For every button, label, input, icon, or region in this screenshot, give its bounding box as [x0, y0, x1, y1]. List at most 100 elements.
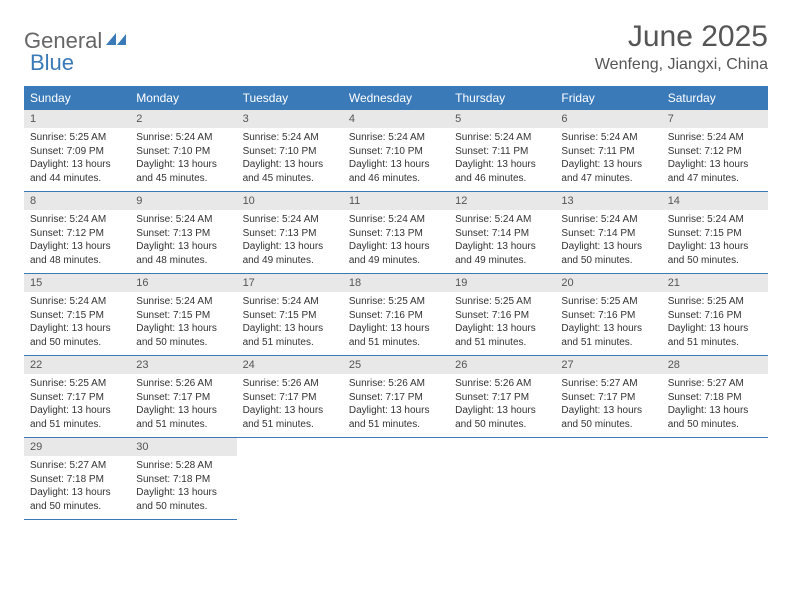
day-content: Sunrise: 5:24 AMSunset: 7:15 PMDaylight:… — [130, 292, 236, 355]
day-cell: 18Sunrise: 5:25 AMSunset: 7:16 PMDayligh… — [343, 274, 449, 356]
day-number: 28 — [662, 356, 768, 374]
day-number: 9 — [130, 192, 236, 210]
logo: General — [24, 20, 130, 54]
day-cell: 15Sunrise: 5:24 AMSunset: 7:15 PMDayligh… — [24, 274, 130, 356]
daylight-line: Daylight: 13 hours and 45 minutes. — [136, 158, 230, 185]
day-cell: 3Sunrise: 5:24 AMSunset: 7:10 PMDaylight… — [237, 110, 343, 192]
logo-blue-line: Blue — [30, 50, 74, 76]
day-cell: 11Sunrise: 5:24 AMSunset: 7:13 PMDayligh… — [343, 192, 449, 274]
sunset-line: Sunset: 7:17 PM — [455, 391, 549, 405]
day-content: Sunrise: 5:25 AMSunset: 7:09 PMDaylight:… — [24, 128, 130, 191]
day-content: Sunrise: 5:24 AMSunset: 7:10 PMDaylight:… — [130, 128, 236, 191]
daylight-line: Daylight: 13 hours and 51 minutes. — [136, 404, 230, 431]
daylight-line: Daylight: 13 hours and 50 minutes. — [668, 240, 762, 267]
sunrise-line: Sunrise: 5:24 AM — [455, 213, 549, 227]
day-number: 29 — [24, 438, 130, 456]
location-text: Wenfeng, Jiangxi, China — [595, 56, 768, 74]
calendar-week-row: 1Sunrise: 5:25 AMSunset: 7:09 PMDaylight… — [24, 110, 768, 192]
sunset-line: Sunset: 7:10 PM — [243, 145, 337, 159]
sunrise-line: Sunrise: 5:24 AM — [243, 213, 337, 227]
day-content: Sunrise: 5:26 AMSunset: 7:17 PMDaylight:… — [237, 374, 343, 437]
day-number: 21 — [662, 274, 768, 292]
day-content: Sunrise: 5:25 AMSunset: 7:16 PMDaylight:… — [555, 292, 661, 355]
weekday-monday: Monday — [130, 86, 236, 110]
day-cell: 21Sunrise: 5:25 AMSunset: 7:16 PMDayligh… — [662, 274, 768, 356]
sunrise-line: Sunrise: 5:24 AM — [30, 213, 124, 227]
day-content: Sunrise: 5:24 AMSunset: 7:13 PMDaylight:… — [130, 210, 236, 273]
sunset-line: Sunset: 7:13 PM — [243, 227, 337, 241]
day-content: Sunrise: 5:24 AMSunset: 7:14 PMDaylight:… — [555, 210, 661, 273]
day-number: 4 — [343, 110, 449, 128]
daylight-line: Daylight: 13 hours and 48 minutes. — [136, 240, 230, 267]
daylight-line: Daylight: 13 hours and 44 minutes. — [30, 158, 124, 185]
day-cell: 29Sunrise: 5:27 AMSunset: 7:18 PMDayligh… — [24, 438, 130, 520]
day-content: Sunrise: 5:24 AMSunset: 7:12 PMDaylight:… — [662, 128, 768, 191]
month-title: June 2025 — [595, 20, 768, 54]
day-number: 30 — [130, 438, 236, 456]
empty-cell — [237, 438, 343, 520]
title-block: June 2025 Wenfeng, Jiangxi, China — [595, 20, 768, 74]
day-number: 27 — [555, 356, 661, 374]
sunrise-line: Sunrise: 5:24 AM — [243, 295, 337, 309]
day-number: 2 — [130, 110, 236, 128]
day-number: 7 — [662, 110, 768, 128]
sunset-line: Sunset: 7:16 PM — [455, 309, 549, 323]
empty-cell — [343, 438, 449, 520]
daylight-line: Daylight: 13 hours and 50 minutes. — [561, 404, 655, 431]
sunrise-line: Sunrise: 5:24 AM — [561, 213, 655, 227]
daylight-line: Daylight: 13 hours and 50 minutes. — [30, 322, 124, 349]
daylight-line: Daylight: 13 hours and 50 minutes. — [561, 240, 655, 267]
day-number: 18 — [343, 274, 449, 292]
day-cell: 17Sunrise: 5:24 AMSunset: 7:15 PMDayligh… — [237, 274, 343, 356]
day-number: 26 — [449, 356, 555, 374]
sunset-line: Sunset: 7:11 PM — [561, 145, 655, 159]
empty-cell — [555, 438, 661, 520]
sunset-line: Sunset: 7:18 PM — [30, 473, 124, 487]
daylight-line: Daylight: 13 hours and 47 minutes. — [561, 158, 655, 185]
sunrise-line: Sunrise: 5:25 AM — [668, 295, 762, 309]
sunset-line: Sunset: 7:18 PM — [668, 391, 762, 405]
weekday-friday: Friday — [555, 86, 661, 110]
calendar-week-row: 8Sunrise: 5:24 AMSunset: 7:12 PMDaylight… — [24, 192, 768, 274]
sunrise-line: Sunrise: 5:24 AM — [30, 295, 124, 309]
daylight-line: Daylight: 13 hours and 50 minutes. — [136, 486, 230, 513]
calendar-table: Sunday Monday Tuesday Wednesday Thursday… — [24, 86, 768, 520]
sunrise-line: Sunrise: 5:26 AM — [243, 377, 337, 391]
sunset-line: Sunset: 7:15 PM — [243, 309, 337, 323]
day-cell: 24Sunrise: 5:26 AMSunset: 7:17 PMDayligh… — [237, 356, 343, 438]
sunrise-line: Sunrise: 5:27 AM — [561, 377, 655, 391]
day-cell: 2Sunrise: 5:24 AMSunset: 7:10 PMDaylight… — [130, 110, 236, 192]
weekday-sunday: Sunday — [24, 86, 130, 110]
sunset-line: Sunset: 7:12 PM — [30, 227, 124, 241]
sunset-line: Sunset: 7:17 PM — [561, 391, 655, 405]
sunrise-line: Sunrise: 5:27 AM — [668, 377, 762, 391]
day-content: Sunrise: 5:26 AMSunset: 7:17 PMDaylight:… — [343, 374, 449, 437]
day-cell: 12Sunrise: 5:24 AMSunset: 7:14 PMDayligh… — [449, 192, 555, 274]
day-cell: 16Sunrise: 5:24 AMSunset: 7:15 PMDayligh… — [130, 274, 236, 356]
empty-cell — [662, 438, 768, 520]
day-number: 14 — [662, 192, 768, 210]
sunrise-line: Sunrise: 5:28 AM — [136, 459, 230, 473]
day-number: 16 — [130, 274, 236, 292]
daylight-line: Daylight: 13 hours and 49 minutes. — [455, 240, 549, 267]
daylight-line: Daylight: 13 hours and 49 minutes. — [243, 240, 337, 267]
daylight-line: Daylight: 13 hours and 51 minutes. — [349, 404, 443, 431]
sunset-line: Sunset: 7:17 PM — [349, 391, 443, 405]
daylight-line: Daylight: 13 hours and 51 minutes. — [668, 322, 762, 349]
sunrise-line: Sunrise: 5:26 AM — [136, 377, 230, 391]
sunrise-line: Sunrise: 5:25 AM — [30, 131, 124, 145]
sunset-line: Sunset: 7:17 PM — [243, 391, 337, 405]
calendar-week-row: 22Sunrise: 5:25 AMSunset: 7:17 PMDayligh… — [24, 356, 768, 438]
sunrise-line: Sunrise: 5:24 AM — [668, 213, 762, 227]
sunrise-line: Sunrise: 5:24 AM — [136, 295, 230, 309]
daylight-line: Daylight: 13 hours and 50 minutes. — [455, 404, 549, 431]
weekday-thursday: Thursday — [449, 86, 555, 110]
empty-cell — [449, 438, 555, 520]
daylight-line: Daylight: 13 hours and 50 minutes. — [136, 322, 230, 349]
daylight-line: Daylight: 13 hours and 50 minutes. — [668, 404, 762, 431]
day-content: Sunrise: 5:24 AMSunset: 7:15 PMDaylight:… — [24, 292, 130, 355]
sunset-line: Sunset: 7:12 PM — [668, 145, 762, 159]
day-cell: 14Sunrise: 5:24 AMSunset: 7:15 PMDayligh… — [662, 192, 768, 274]
weekday-header-row: Sunday Monday Tuesday Wednesday Thursday… — [24, 86, 768, 110]
logo-text-blue: Blue — [30, 50, 74, 75]
